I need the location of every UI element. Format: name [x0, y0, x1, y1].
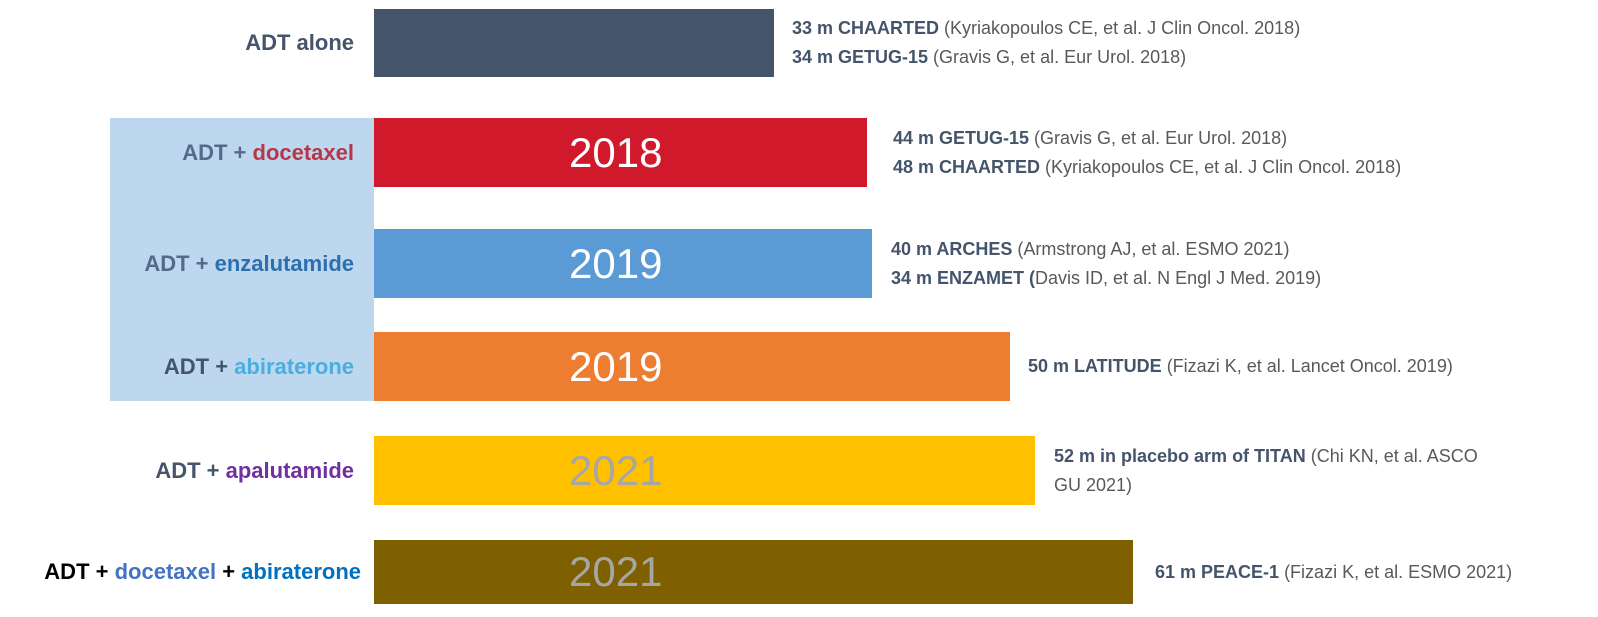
bar-year: 2021: [569, 548, 663, 595]
label-part: ADT +: [182, 139, 253, 165]
reference-line: 50 m LATITUDE (Fizazi K, et al. Lancet O…: [1028, 352, 1588, 381]
reference-line: 48 m CHAARTED (Kyriakopoulos CE, et al. …: [893, 153, 1573, 182]
reference-citation: Davis ID, et al. N Engl J Med. 2019): [1035, 267, 1322, 288]
label-part: enzalutamide: [214, 250, 354, 276]
reference-trial: 52 m in placebo arm of TITAN: [1054, 445, 1306, 466]
reference-line: 52 m in placebo arm of TITAN (Chi KN, et…: [1054, 442, 1494, 500]
label-part: docetaxel: [114, 559, 217, 584]
bar-year: 2018: [569, 128, 663, 176]
reference-citation: (Gravis G, et al. Eur Urol. 2018): [1029, 127, 1288, 148]
label-part: ADT +: [163, 353, 235, 379]
label-part: docetaxel: [252, 139, 355, 165]
row-label: ADT + docetaxel + abiraterone: [44, 540, 361, 604]
label-part: ADT +: [44, 559, 115, 584]
reference-citation: (Kyriakopoulos CE, et al. J Clin Oncol. …: [1040, 156, 1402, 177]
row-label: ADT + enzalutamide: [144, 229, 354, 298]
reference-citation: (Fizazi K, et al. ESMO 2021): [1279, 561, 1513, 582]
label-part: abiraterone: [234, 353, 354, 379]
reference-citation: (Chi KN, et al. ASCO GU 2021): [1054, 445, 1483, 495]
reference-citation: (Gravis G, et al. Eur Urol. 2018): [928, 47, 1187, 67]
reference: 52 m in placebo arm of TITAN (Chi KN, et…: [1054, 436, 1494, 505]
reference: 33 m CHAARTED (Kyriakopoulos CE, et al. …: [792, 9, 1492, 77]
reference-trial: 34 m ENZAMET (: [891, 267, 1036, 288]
reference: 61 m PEACE-1 (Fizazi K, et al. ESMO 2021…: [1155, 540, 1595, 604]
bar: 2021: [374, 540, 1133, 604]
reference-line: 33 m CHAARTED (Kyriakopoulos CE, et al. …: [792, 14, 1492, 43]
bar-year: 2019: [569, 342, 663, 390]
reference-trial: 44 m GETUG-15: [893, 127, 1030, 148]
label-part: apalutamide: [225, 457, 354, 483]
label-part: ADT alone: [245, 30, 354, 55]
reference-trial: 33 m CHAARTED: [792, 18, 940, 38]
row-label: ADT alone: [245, 9, 354, 77]
reference-trial: 40 m ARCHES: [891, 238, 1013, 259]
reference-trial: 61 m PEACE-1: [1155, 561, 1280, 582]
reference-citation: (Fizazi K, et al. Lancet Oncol. 2019): [1161, 356, 1453, 376]
reference-citation: (Kyriakopoulos CE, et al. J Clin Oncol. …: [939, 18, 1301, 38]
bar: 2021: [374, 436, 1035, 505]
reference-trial: 48 m CHAARTED: [893, 156, 1041, 177]
reference-line: 34 m GETUG-15 (Gravis G, et al. Eur Urol…: [792, 43, 1492, 72]
reference-trial: 34 m GETUG-15: [792, 47, 929, 67]
reference-trial: 50 m LATITUDE: [1028, 356, 1162, 376]
bar: 2019: [374, 332, 1010, 401]
reference: 40 m ARCHES (Armstrong AJ, et al. ESMO 2…: [891, 229, 1571, 298]
bar-year: 2021: [569, 446, 663, 494]
row-label: ADT + abiraterone: [164, 332, 354, 401]
reference-line: 34 m ENZAMET (Davis ID, et al. N Engl J …: [891, 264, 1571, 293]
label-part: abiraterone: [241, 559, 361, 584]
row-label: ADT + docetaxel: [182, 118, 354, 187]
label-part: ADT +: [144, 250, 215, 276]
bar-year: 2019: [569, 239, 663, 287]
label-part: +: [216, 559, 242, 584]
bar: 2018: [374, 118, 867, 187]
highlight-panel: [110, 118, 374, 401]
reference-citation: (Armstrong AJ, et al. ESMO 2021): [1012, 238, 1290, 259]
reference-line: 44 m GETUG-15 (Gravis G, et al. Eur Urol…: [893, 124, 1573, 153]
bar: [374, 9, 774, 77]
reference-line: 61 m PEACE-1 (Fizazi K, et al. ESMO 2021…: [1155, 558, 1595, 587]
row-label: ADT + apalutamide: [155, 436, 354, 505]
label-part: ADT +: [155, 457, 226, 483]
reference-line: 40 m ARCHES (Armstrong AJ, et al. ESMO 2…: [891, 235, 1571, 264]
reference: 50 m LATITUDE (Fizazi K, et al. Lancet O…: [1028, 332, 1588, 401]
reference: 44 m GETUG-15 (Gravis G, et al. Eur Urol…: [893, 118, 1573, 187]
bar: 2019: [374, 229, 872, 298]
